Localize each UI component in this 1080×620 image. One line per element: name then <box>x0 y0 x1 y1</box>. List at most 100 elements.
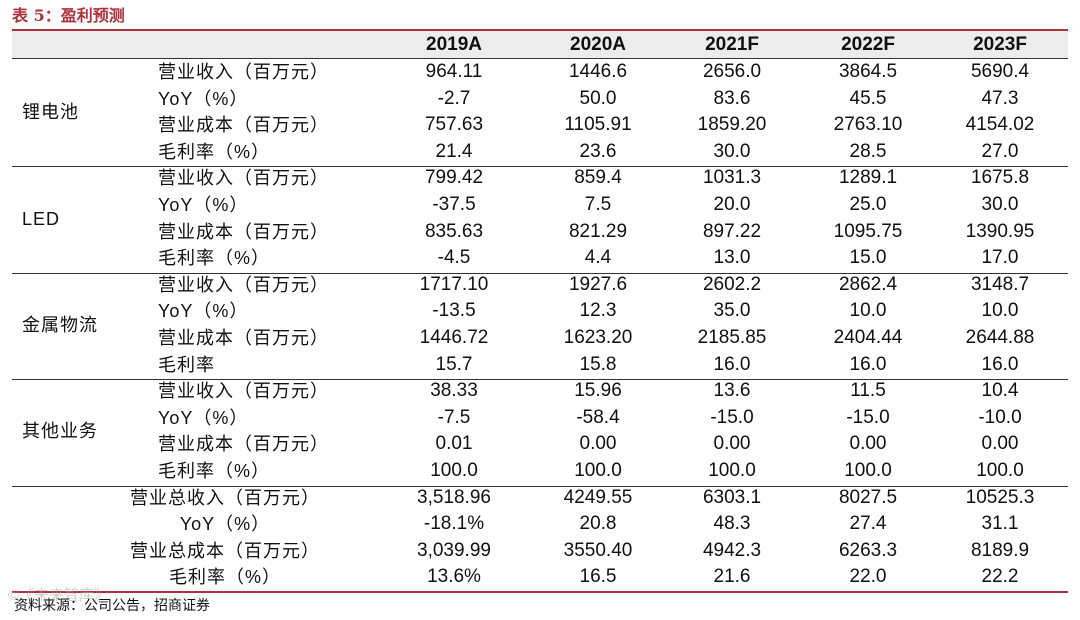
cell-2023f: 31.1 <box>981 513 1019 535</box>
row-metric-label: 毛利率（%） <box>168 567 281 588</box>
row-metric-label: 毛利率 <box>158 354 215 375</box>
cell-2022f: 3864.5 <box>838 61 898 82</box>
cell-2022f: 45.5 <box>849 87 887 109</box>
cell-2020a: -58.4 <box>576 406 620 428</box>
row-metric-label: 毛利率（%） <box>158 461 271 481</box>
group-divider <box>12 272 1068 274</box>
row-metric-label: 营业收入（百万元） <box>158 62 329 82</box>
column-header-2021f: 2021F <box>705 34 759 55</box>
row-metric-label: 营业收入（百万元） <box>158 168 329 189</box>
cell-2020a: 859.4 <box>574 167 622 189</box>
cell-2019a: 38.33 <box>430 380 478 402</box>
group-divider <box>12 379 1068 381</box>
cell-2021f: 1859.20 <box>697 114 767 136</box>
cell-2022f: 27.4 <box>849 513 887 535</box>
cell-2023f: 30.0 <box>981 194 1019 215</box>
cell-2021f: 35.0 <box>713 300 751 322</box>
cell-2019a: 13.6% <box>427 566 481 588</box>
cell-2021f: 13.0 <box>713 247 751 269</box>
cell-2023f: 16.0 <box>981 353 1019 375</box>
row-metric-label: YoY（%） <box>158 88 249 109</box>
column-header-2023f: 2023F <box>973 34 1027 55</box>
cell-2021f: 30.0 <box>713 140 751 162</box>
cell-2022f: 11.5 <box>850 380 886 402</box>
row-metric-label: YoY（%） <box>179 514 271 535</box>
cell-2023f: 10.4 <box>981 380 1019 402</box>
cell-2020a: 100.0 <box>574 460 622 481</box>
cell-2020a: 3550.40 <box>563 539 633 561</box>
header-rule <box>12 58 1068 59</box>
cell-2020a: 12.3 <box>579 300 617 322</box>
row-metric-label: 毛利率（%） <box>158 141 271 162</box>
cell-2020a: 4.4 <box>584 247 612 269</box>
cell-2022f: 25.0 <box>849 194 887 215</box>
cell-2019a: 964.11 <box>425 61 483 82</box>
row-metric-label: YoY（%） <box>158 301 249 322</box>
cell-2019a: 3,518.96 <box>417 486 491 508</box>
cell-2023f: 22.2 <box>981 566 1019 588</box>
cell-2023f: 10525.3 <box>965 486 1035 508</box>
cell-2019a: 0.01 <box>435 433 473 455</box>
cell-2020a: 1105.91 <box>564 114 632 136</box>
cell-2021f: 4942.3 <box>702 539 762 561</box>
watermark: ©《未来智库》 <box>8 587 110 604</box>
cell-2019a: -13.5 <box>432 300 476 322</box>
cell-2021f: 6303.1 <box>702 486 762 508</box>
cell-2022f: 8027.5 <box>838 486 898 508</box>
cell-2021f: 21.6 <box>713 566 751 588</box>
row-metric-label: 营业成本（百万元） <box>158 434 329 455</box>
cell-2021f: 0.00 <box>713 433 751 455</box>
row-metric-label: 营业收入（百万元） <box>158 381 329 402</box>
cell-2023f: 1675.8 <box>970 167 1030 189</box>
group-label: 锂电池 <box>22 102 79 123</box>
cell-2020a: 7.5 <box>584 194 612 215</box>
cell-2021f: 2602.2 <box>702 273 762 295</box>
cell-2020a: 1927.6 <box>568 273 628 295</box>
cell-2021f: 20.0 <box>713 194 751 215</box>
cell-2023f: -10.0 <box>978 406 1022 428</box>
row-metric-label: 营业收入（百万元） <box>158 274 329 295</box>
cell-2023f: 27.0 <box>981 140 1019 162</box>
cell-2021f: 100.0 <box>708 460 756 481</box>
source-note: 资料来源：公司公告，招商证券 <box>14 597 210 613</box>
table-title: 表 5：盈利预测 <box>12 6 125 25</box>
cell-2020a: 50.0 <box>579 87 617 109</box>
cell-2023f: 5690.4 <box>970 61 1030 82</box>
cell-2023f: 10.0 <box>981 300 1019 322</box>
cell-2020a: 4249.55 <box>563 486 633 508</box>
row-metric-label: 营业成本（百万元） <box>158 221 329 242</box>
cell-2023f: 0.00 <box>981 433 1019 455</box>
row-metric-label: 营业总成本（百万元） <box>130 540 320 561</box>
cell-2022f: 10.0 <box>849 300 887 322</box>
cell-2023f: 2644.88 <box>965 327 1035 348</box>
row-metric-label: YoY（%） <box>158 407 249 428</box>
column-header-2019a: 2019A <box>426 34 482 55</box>
cell-2021f: 13.6 <box>713 380 751 402</box>
group-label: LED <box>22 208 61 229</box>
row-metric-label: YoY（%） <box>158 195 249 215</box>
cell-2019a: 799.42 <box>424 167 484 189</box>
cell-2023f: 47.3 <box>981 87 1019 109</box>
cell-2021f: 48.3 <box>713 513 751 535</box>
row-metric-label: 营业成本（百万元） <box>158 115 329 136</box>
cell-2020a: 15.8 <box>579 353 617 375</box>
cell-2019a: -18.1% <box>423 513 485 535</box>
cell-2021f: 897.22 <box>702 220 762 242</box>
cell-2023f: 3148.7 <box>970 273 1030 295</box>
cell-2022f: 1289.1 <box>838 167 898 189</box>
cell-2020a: 15.96 <box>574 380 622 402</box>
cell-2020a: 16.5 <box>579 566 617 588</box>
cell-2023f: 1390.95 <box>965 220 1035 242</box>
column-header-2020a: 2020A <box>570 34 626 55</box>
cell-2022f: 22.0 <box>849 566 887 588</box>
row-metric-label: 营业成本（百万元） <box>158 328 329 348</box>
cell-2022f: 2404.44 <box>833 327 903 348</box>
table-header: 2019A 2020A 2021F 2022F 2023F <box>12 31 1068 58</box>
cell-2020a: 0.00 <box>579 433 617 455</box>
cell-2019a: 15.7 <box>435 353 473 375</box>
cell-2019a: 100.0 <box>430 460 478 481</box>
cell-2019a: 1717.10 <box>419 273 489 295</box>
cell-2022f: -15.0 <box>846 406 890 428</box>
cell-2020a: 20.8 <box>579 513 617 535</box>
cell-2021f: 2656.0 <box>702 61 762 82</box>
